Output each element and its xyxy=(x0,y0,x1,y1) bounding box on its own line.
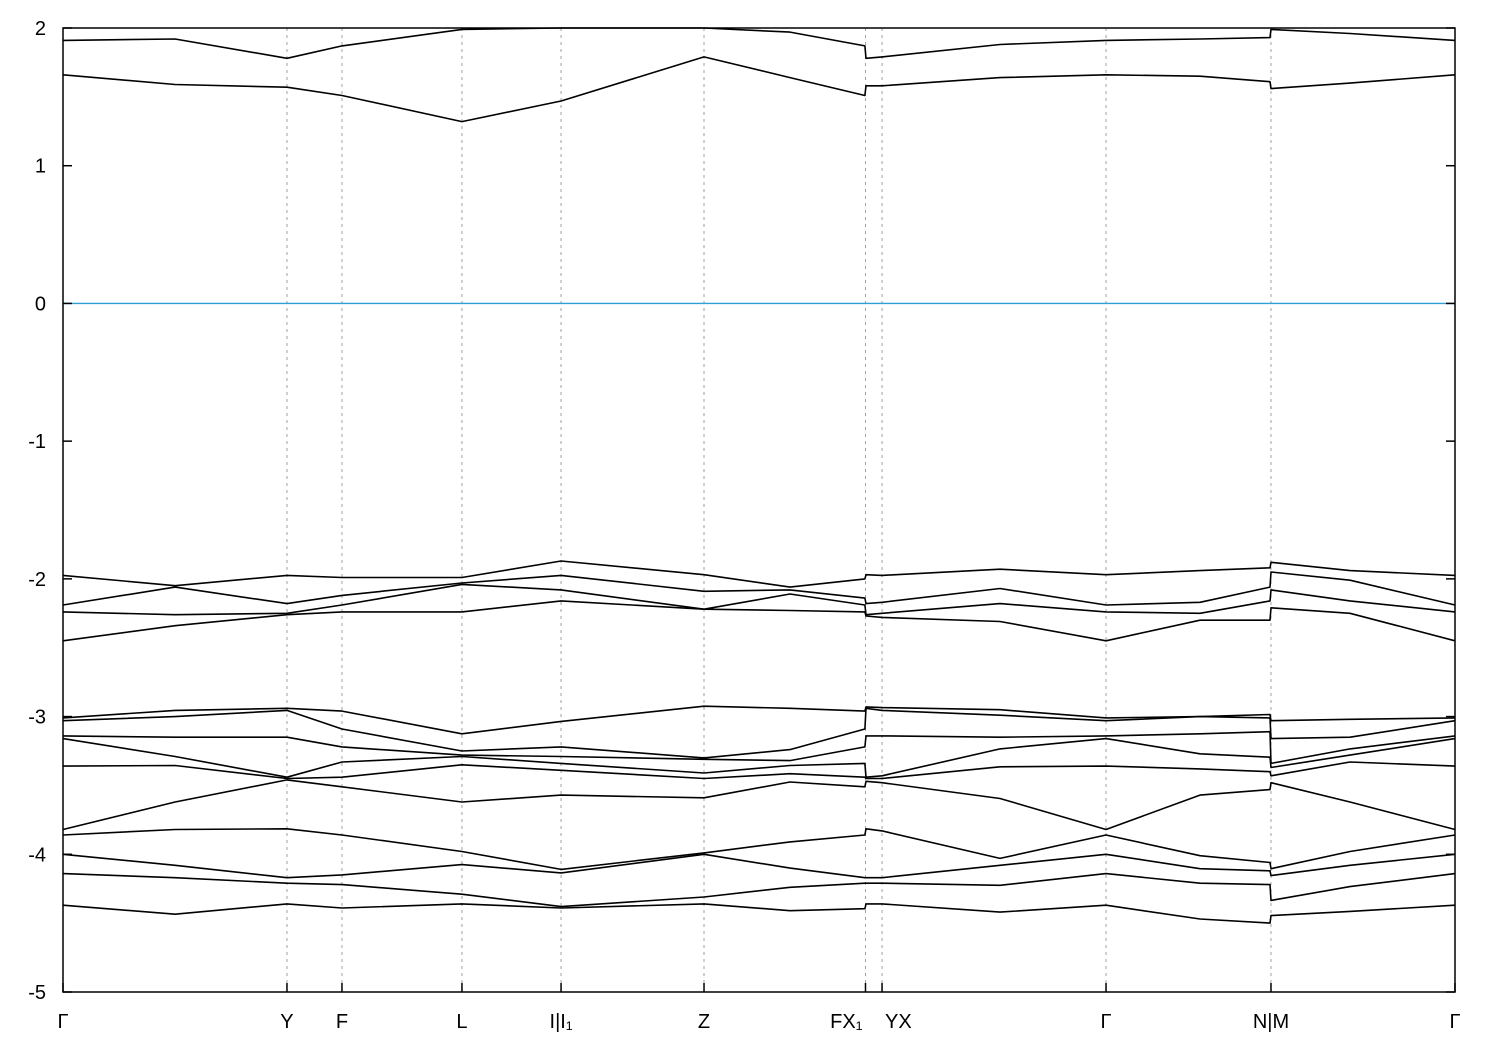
band-line-11 xyxy=(62,761,1456,780)
band-line-4 xyxy=(62,571,1456,606)
y-tick-label: -2 xyxy=(28,569,46,591)
plot-frame xyxy=(62,27,1456,993)
x-tick-label: F xyxy=(336,1011,348,1033)
x-tick-label: I|I₁ xyxy=(550,1011,573,1033)
x-tick-label: Γ xyxy=(57,1011,68,1033)
y-tick-label: -3 xyxy=(28,707,46,729)
bands xyxy=(62,27,1456,924)
band-line-12 xyxy=(62,779,1456,831)
band-line-14 xyxy=(62,853,1456,879)
band-line-13 xyxy=(62,827,1456,871)
band-line-15 xyxy=(62,872,1456,908)
y-tick-label: -4 xyxy=(28,844,46,866)
x-tick-label: Γ xyxy=(1101,1011,1112,1033)
x-tick-label: FX₁ xyxy=(830,1011,863,1033)
y-tick-label: -5 xyxy=(28,982,46,1004)
x-axis: Γ Y F L I|I₁ Z FX₁ YX Γ N|M Γ xyxy=(57,983,1461,1033)
y-tick-label: 1 xyxy=(35,156,46,178)
band-line-10 xyxy=(62,737,1456,779)
band-line-16 xyxy=(62,903,1456,924)
band-line-1 xyxy=(62,27,1456,60)
x-tick-label: YX xyxy=(885,1011,912,1033)
y-tick-label: -1 xyxy=(28,431,46,453)
band-line-2 xyxy=(62,56,1456,123)
band-line-6 xyxy=(62,600,1456,642)
x-tick-label: N|M xyxy=(1253,1011,1289,1033)
x-tick-label: L xyxy=(456,1011,467,1033)
band-line-3 xyxy=(62,560,1456,588)
x-tick-label: Y xyxy=(280,1011,293,1033)
x-tick-label: Γ xyxy=(1449,1011,1460,1033)
band-line-5 xyxy=(62,583,1456,616)
y-axis: 2 1 0 -1 -2 -3 -4 -5 xyxy=(28,18,1455,1004)
band-line-7 xyxy=(62,705,1456,735)
band-line-8 xyxy=(62,707,1456,759)
y-tick-label: 0 xyxy=(35,293,46,315)
x-tick-label: Z xyxy=(698,1011,710,1033)
y-tick-label: 2 xyxy=(35,18,46,40)
band-line-9 xyxy=(62,730,1456,765)
